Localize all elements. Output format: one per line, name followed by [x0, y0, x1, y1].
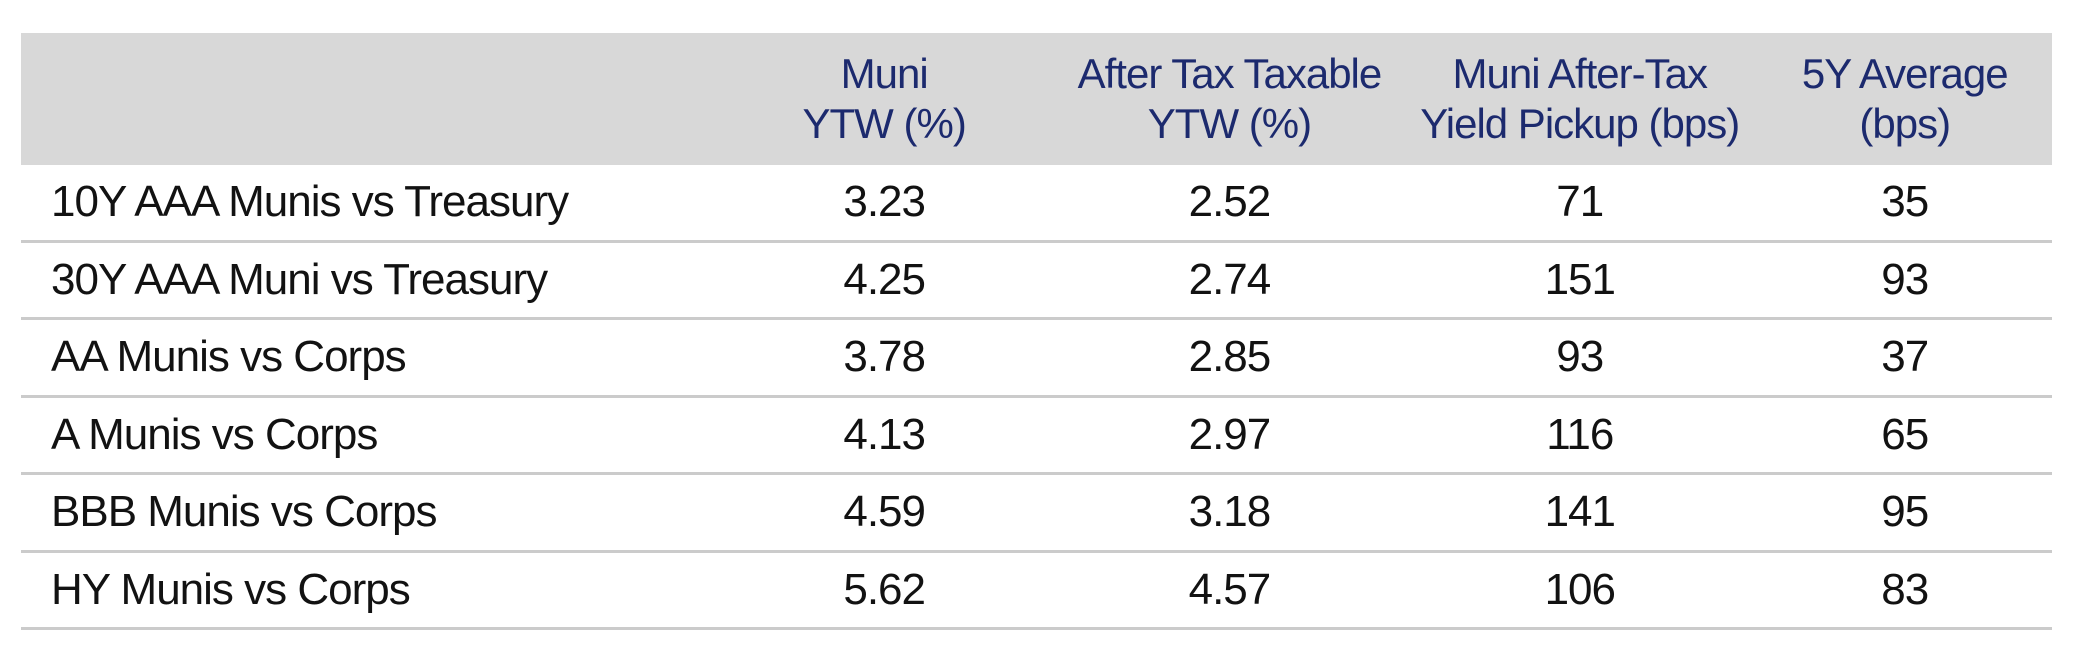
row-label: A Munis vs Corps: [51, 409, 378, 459]
header-after-tax-taxable-ytw: After Tax Taxable YTW (%): [1057, 33, 1402, 165]
cell-after-tax-taxable-ytw: 2.85: [1188, 332, 1272, 382]
cell-muni-after-tax-yield-pickup: 141: [1544, 487, 1616, 537]
table-row: BBB Munis vs Corps 4.59 3.18 141 95: [21, 475, 2052, 553]
cell-muni-after-tax-yield-pickup: 151: [1544, 254, 1616, 304]
cell-muni-after-tax-yield-pickup: 116: [1546, 409, 1614, 459]
header-muni-after-tax-yield-pickup-line2: Yield Pickup (bps): [1420, 100, 1740, 147]
cell-muni-ytw: 4.25: [843, 254, 926, 304]
cell-after-tax-taxable-ytw: 2.97: [1188, 409, 1272, 459]
header-after-tax-taxable-ytw-line2: YTW (%): [1147, 100, 1312, 147]
cell-5y-average: 93: [1881, 254, 1929, 304]
row-label: AA Munis vs Corps: [51, 332, 407, 382]
cell-5y-average: 35: [1881, 177, 1929, 227]
table-row: 30Y AAA Muni vs Treasury 4.25 2.74 151 9…: [21, 243, 2052, 320]
cell-5y-average: 83: [1881, 564, 1929, 614]
cell-muni-ytw: 4.59: [843, 487, 926, 537]
table-row: A Munis vs Corps 4.13 2.97 116 65: [21, 398, 2052, 475]
cell-muni-ytw: 3.78: [843, 332, 926, 382]
header-muni-ytw: Muni YTW (%): [712, 33, 1057, 165]
header-5y-average: 5Y Average (bps): [1757, 33, 2051, 165]
table-row: HY Munis vs Corps 5.62 4.57 106 83: [21, 553, 2052, 630]
row-label: 10Y AAA Munis vs Treasury: [51, 177, 569, 227]
header-5y-average-line2: (bps): [1859, 100, 1951, 147]
cell-5y-average: 65: [1881, 409, 1929, 459]
cell-after-tax-taxable-ytw: 3.18: [1188, 487, 1272, 537]
row-label: BBB Munis vs Corps: [51, 487, 437, 537]
header-after-tax-taxable-ytw-line1: After Tax Taxable: [1077, 50, 1383, 98]
table-header-row: Muni YTW (%) After Tax Taxable YTW (%) M…: [21, 33, 2052, 165]
muni-yield-comparison-table: Muni YTW (%) After Tax Taxable YTW (%) M…: [21, 33, 2052, 630]
header-muni-ytw-line1: Muni: [840, 50, 929, 98]
cell-muni-ytw: 3.23: [843, 177, 926, 227]
cell-5y-average: 37: [1881, 332, 1929, 382]
row-label: HY Munis vs Corps: [51, 564, 411, 614]
row-label: 30Y AAA Muni vs Treasury: [51, 254, 548, 304]
header-empty-cell: [21, 33, 712, 165]
cell-after-tax-taxable-ytw: 2.52: [1188, 177, 1272, 227]
header-muni-after-tax-yield-pickup: Muni After-Tax Yield Pickup (bps): [1402, 33, 1757, 165]
header-muni-after-tax-yield-pickup-line1: Muni After-Tax: [1452, 50, 1708, 98]
table-row: AA Munis vs Corps 3.78 2.85 93 37: [21, 320, 2052, 398]
cell-5y-average: 95: [1881, 487, 1929, 537]
cell-muni-after-tax-yield-pickup: 93: [1556, 332, 1604, 382]
header-muni-ytw-line2: YTW (%): [802, 100, 967, 147]
cell-after-tax-taxable-ytw: 2.74: [1188, 254, 1272, 304]
cell-muni-after-tax-yield-pickup: 106: [1544, 564, 1616, 614]
header-5y-average-line1: 5Y Average: [1801, 50, 2009, 98]
table-row: 10Y AAA Munis vs Treasury 3.23 2.52 71 3…: [21, 165, 2052, 243]
cell-after-tax-taxable-ytw: 4.57: [1188, 564, 1272, 614]
cell-muni-ytw: 5.62: [843, 564, 926, 614]
cell-muni-after-tax-yield-pickup: 71: [1556, 177, 1604, 227]
cell-muni-ytw: 4.13: [843, 409, 926, 459]
